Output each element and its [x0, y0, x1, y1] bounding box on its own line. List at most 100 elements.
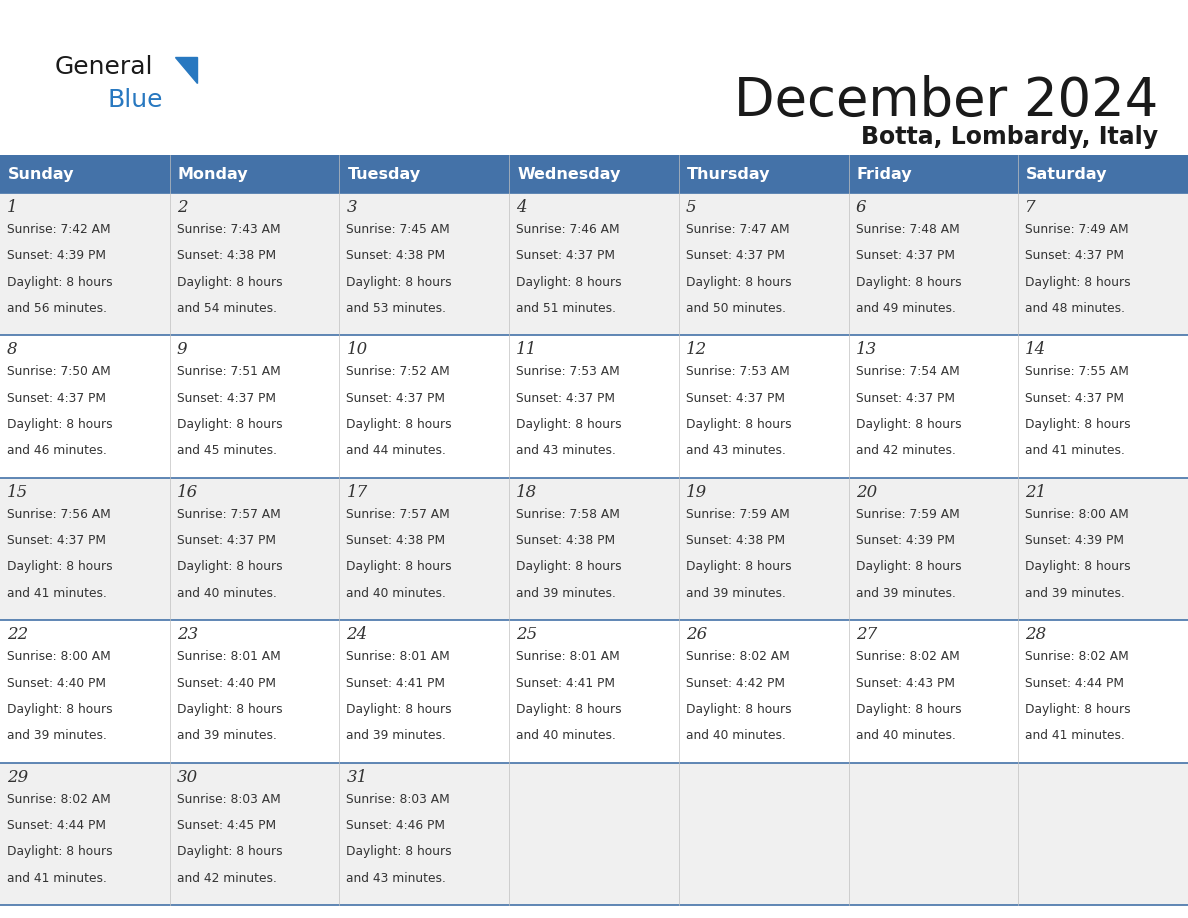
Text: 7: 7	[1025, 199, 1036, 216]
Text: and 40 minutes.: and 40 minutes.	[685, 729, 785, 743]
Text: 21: 21	[1025, 484, 1047, 501]
Bar	[0, 193, 1188, 335]
Text: Monday: Monday	[178, 166, 248, 182]
Text: Sunday: Sunday	[8, 166, 75, 182]
Text: Sunset: 4:37 PM: Sunset: 4:37 PM	[516, 392, 615, 405]
Text: Sunrise: 8:01 AM: Sunrise: 8:01 AM	[347, 650, 450, 663]
Text: Sunrise: 7:48 AM: Sunrise: 7:48 AM	[855, 223, 960, 236]
Text: Sunrise: 8:03 AM: Sunrise: 8:03 AM	[347, 792, 450, 806]
Text: 29: 29	[7, 768, 29, 786]
Text: and 48 minutes.: and 48 minutes.	[1025, 302, 1125, 315]
Text: Daylight: 8 hours: Daylight: 8 hours	[7, 275, 113, 288]
Polygon shape	[175, 57, 197, 83]
Text: Sunrise: 8:01 AM: Sunrise: 8:01 AM	[177, 650, 280, 663]
Text: and 43 minutes.: and 43 minutes.	[516, 444, 617, 457]
Bar	[678, 155, 848, 193]
Text: Tuesday: Tuesday	[347, 166, 421, 182]
Text: 24: 24	[347, 626, 367, 644]
Text: Sunrise: 7:55 AM: Sunrise: 7:55 AM	[1025, 365, 1129, 378]
Text: and 39 minutes.: and 39 minutes.	[177, 729, 277, 743]
Text: Sunset: 4:39 PM: Sunset: 4:39 PM	[7, 250, 106, 263]
Text: and 39 minutes.: and 39 minutes.	[685, 587, 785, 599]
Text: Sunset: 4:44 PM: Sunset: 4:44 PM	[1025, 677, 1124, 689]
Text: 9: 9	[177, 341, 188, 358]
Text: 27: 27	[855, 626, 877, 644]
Text: and 41 minutes.: and 41 minutes.	[7, 587, 107, 599]
Text: Sunrise: 7:59 AM: Sunrise: 7:59 AM	[685, 508, 790, 521]
Text: 12: 12	[685, 341, 707, 358]
Text: 16: 16	[177, 484, 198, 501]
Bar	[170, 155, 340, 193]
Text: Daylight: 8 hours: Daylight: 8 hours	[1025, 703, 1131, 716]
Text: Sunset: 4:37 PM: Sunset: 4:37 PM	[685, 250, 785, 263]
Text: Sunrise: 7:49 AM: Sunrise: 7:49 AM	[1025, 223, 1129, 236]
Text: Sunset: 4:46 PM: Sunset: 4:46 PM	[347, 819, 446, 832]
Text: Sunrise: 7:59 AM: Sunrise: 7:59 AM	[855, 508, 960, 521]
Text: Saturday: Saturday	[1026, 166, 1107, 182]
Text: Sunset: 4:43 PM: Sunset: 4:43 PM	[855, 677, 955, 689]
Text: Sunrise: 7:52 AM: Sunrise: 7:52 AM	[347, 365, 450, 378]
Text: Daylight: 8 hours: Daylight: 8 hours	[347, 275, 453, 288]
Text: Daylight: 8 hours: Daylight: 8 hours	[7, 561, 113, 574]
Bar	[510, 155, 678, 193]
Text: Friday: Friday	[857, 166, 912, 182]
Text: and 51 minutes.: and 51 minutes.	[516, 302, 617, 315]
Text: Sunrise: 7:58 AM: Sunrise: 7:58 AM	[516, 508, 620, 521]
Text: Sunrise: 7:51 AM: Sunrise: 7:51 AM	[177, 365, 280, 378]
Text: General: General	[55, 55, 153, 79]
Text: Sunset: 4:37 PM: Sunset: 4:37 PM	[177, 534, 276, 547]
Text: Sunset: 4:41 PM: Sunset: 4:41 PM	[516, 677, 615, 689]
Text: Daylight: 8 hours: Daylight: 8 hours	[516, 418, 621, 431]
Text: Sunrise: 7:43 AM: Sunrise: 7:43 AM	[177, 223, 280, 236]
Text: and 41 minutes.: and 41 minutes.	[1025, 729, 1125, 743]
Text: Daylight: 8 hours: Daylight: 8 hours	[1025, 418, 1131, 431]
Text: Sunrise: 7:53 AM: Sunrise: 7:53 AM	[516, 365, 620, 378]
Text: 26: 26	[685, 626, 707, 644]
Bar	[0, 477, 1188, 621]
Bar	[340, 155, 510, 193]
Text: Sunset: 4:37 PM: Sunset: 4:37 PM	[177, 392, 276, 405]
Text: Sunrise: 8:02 AM: Sunrise: 8:02 AM	[685, 650, 790, 663]
Bar	[0, 155, 170, 193]
Text: Daylight: 8 hours: Daylight: 8 hours	[685, 418, 791, 431]
Text: 30: 30	[177, 768, 198, 786]
Text: Daylight: 8 hours: Daylight: 8 hours	[516, 561, 621, 574]
Text: Sunset: 4:37 PM: Sunset: 4:37 PM	[7, 392, 106, 405]
Text: and 41 minutes.: and 41 minutes.	[7, 871, 107, 885]
Text: Sunset: 4:37 PM: Sunset: 4:37 PM	[855, 392, 955, 405]
Text: Wednesday: Wednesday	[517, 166, 620, 182]
Text: 1: 1	[7, 199, 18, 216]
Text: Sunset: 4:44 PM: Sunset: 4:44 PM	[7, 819, 106, 832]
Text: 15: 15	[7, 484, 29, 501]
Text: 28: 28	[1025, 626, 1047, 644]
Text: Sunrise: 7:56 AM: Sunrise: 7:56 AM	[7, 508, 110, 521]
Text: 14: 14	[1025, 341, 1047, 358]
Text: Blue: Blue	[107, 88, 163, 112]
Text: Sunrise: 7:54 AM: Sunrise: 7:54 AM	[855, 365, 960, 378]
Bar	[1018, 155, 1188, 193]
Text: Thursday: Thursday	[687, 166, 770, 182]
Text: 20: 20	[855, 484, 877, 501]
Text: Sunset: 4:38 PM: Sunset: 4:38 PM	[347, 250, 446, 263]
Text: 18: 18	[516, 484, 537, 501]
Text: Sunset: 4:37 PM: Sunset: 4:37 PM	[1025, 392, 1124, 405]
Text: and 40 minutes.: and 40 minutes.	[516, 729, 617, 743]
Text: Daylight: 8 hours: Daylight: 8 hours	[516, 275, 621, 288]
Text: 10: 10	[347, 341, 367, 358]
Text: Sunset: 4:42 PM: Sunset: 4:42 PM	[685, 677, 785, 689]
Text: Sunset: 4:39 PM: Sunset: 4:39 PM	[855, 534, 955, 547]
Bar	[0, 335, 1188, 477]
Text: Sunrise: 7:53 AM: Sunrise: 7:53 AM	[685, 365, 790, 378]
Text: Sunrise: 8:00 AM: Sunrise: 8:00 AM	[1025, 508, 1129, 521]
Text: and 39 minutes.: and 39 minutes.	[7, 729, 107, 743]
Text: Sunrise: 8:02 AM: Sunrise: 8:02 AM	[855, 650, 960, 663]
Text: Sunset: 4:45 PM: Sunset: 4:45 PM	[177, 819, 276, 832]
Text: and 41 minutes.: and 41 minutes.	[1025, 444, 1125, 457]
Text: Sunset: 4:38 PM: Sunset: 4:38 PM	[685, 534, 785, 547]
Text: December 2024: December 2024	[734, 75, 1158, 127]
Text: 23: 23	[177, 626, 198, 644]
Text: Daylight: 8 hours: Daylight: 8 hours	[347, 845, 453, 858]
Text: and 42 minutes.: and 42 minutes.	[177, 871, 277, 885]
Text: 6: 6	[855, 199, 866, 216]
Text: Sunrise: 7:47 AM: Sunrise: 7:47 AM	[685, 223, 790, 236]
